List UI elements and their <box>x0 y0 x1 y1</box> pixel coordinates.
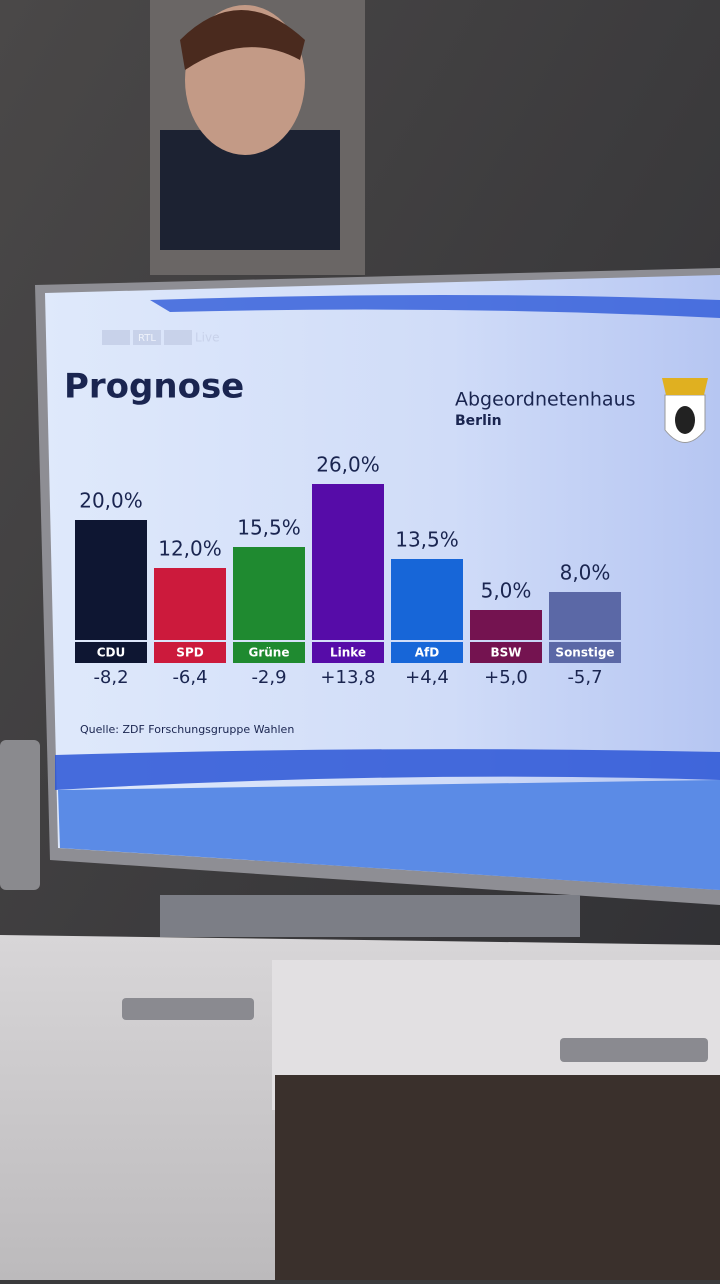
value-label: 26,0% <box>316 453 380 477</box>
category-label: Linke <box>330 646 366 660</box>
category-label: CDU <box>97 646 126 660</box>
value-label: 5,0% <box>481 579 532 603</box>
bar <box>549 592 621 640</box>
value-label: 12,0% <box>158 537 222 561</box>
bar <box>75 520 147 640</box>
category-label: BSW <box>490 646 521 660</box>
change-label: -5,7 <box>567 667 602 688</box>
bar <box>312 484 384 640</box>
change-label: -2,9 <box>251 667 286 688</box>
category-box <box>233 642 305 663</box>
category-box <box>154 642 226 663</box>
value-label: 15,5% <box>237 516 301 540</box>
category-label: AfD <box>415 646 440 660</box>
category-box <box>75 642 147 663</box>
bear <box>675 406 695 434</box>
portrait-hair <box>180 10 305 70</box>
category-box <box>391 642 463 663</box>
bar <box>391 559 463 640</box>
logo-box <box>102 330 130 345</box>
change-label: +13,8 <box>320 667 375 688</box>
bar <box>154 568 226 640</box>
chart-title: Prognose <box>64 367 244 407</box>
channel-logo: RTL <box>138 333 156 344</box>
screen-lower <box>58 780 720 890</box>
handle <box>122 998 254 1020</box>
change-label: -6,4 <box>172 667 207 688</box>
change-label: +5,0 <box>484 667 528 688</box>
logo-box <box>133 330 161 345</box>
glass-door <box>275 1075 720 1280</box>
handle <box>560 1038 708 1062</box>
lamp <box>0 740 40 890</box>
category-label: SPD <box>176 646 203 660</box>
bar <box>470 610 542 640</box>
change-label: +4,4 <box>405 667 449 688</box>
logo-box <box>164 330 192 345</box>
category-box <box>312 642 384 663</box>
category-box <box>549 642 621 663</box>
channel-tag: Live <box>195 331 220 345</box>
source: Quelle: ZDF Forschungsgruppe Wahlen <box>80 723 294 736</box>
bar <box>233 547 305 640</box>
region: Berlin <box>455 413 502 429</box>
change-label: -8,2 <box>93 667 128 688</box>
value-label: 13,5% <box>395 528 459 552</box>
screen-band <box>150 295 720 318</box>
screen-band <box>55 749 720 790</box>
category-label: Grüne <box>249 646 290 660</box>
category-box <box>470 642 542 663</box>
subtitle: Abgeordnetenhaus <box>455 389 636 411</box>
value-label: 20,0% <box>79 489 143 513</box>
category-label: Sonstige <box>555 646 614 660</box>
tv-stand <box>160 895 580 937</box>
crown <box>662 378 708 395</box>
value-label: 8,0% <box>560 561 611 585</box>
